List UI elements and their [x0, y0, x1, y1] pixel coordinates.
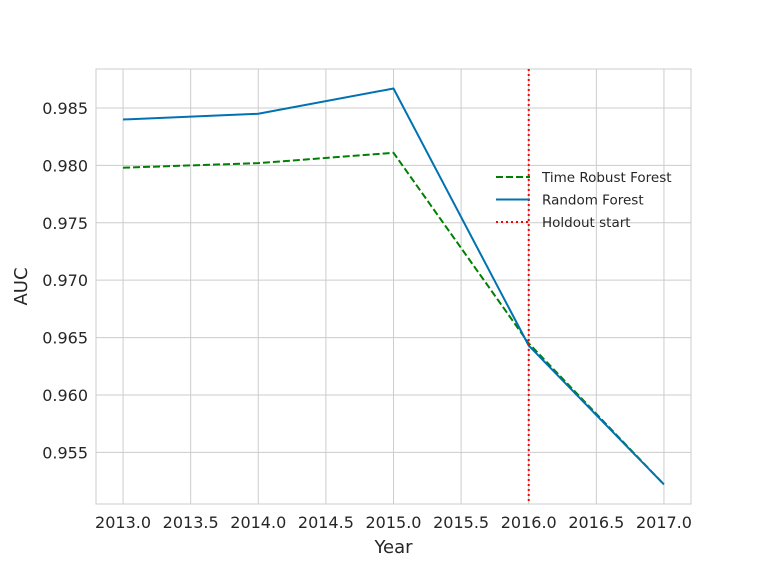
y-tick-label: 0.980 [42, 156, 88, 175]
y-tick-label: 0.960 [42, 386, 88, 405]
x-axis-label: Year [373, 537, 413, 558]
y-tick-label: 0.985 [42, 99, 88, 118]
y-axis-label: AUC [11, 267, 32, 305]
y-tick-label: 0.965 [42, 329, 88, 348]
legend-entry: Random Forest [542, 193, 644, 209]
x-tick-label: 2014.5 [298, 513, 354, 532]
x-tick-label: 2014.0 [230, 513, 286, 532]
x-tick-label: 2015.5 [433, 513, 489, 532]
x-tick-label: 2016.5 [568, 513, 624, 532]
x-tick-labels: 2013.0 2013.5 2014.0 2014.5 2015.0 2015.5 2016… [95, 513, 692, 532]
legend-entry: Holdout start [542, 215, 631, 231]
x-tick-label: 2016.0 [501, 513, 557, 532]
y-tick-label: 0.970 [42, 271, 88, 290]
x-tick-label: 2015.0 [366, 513, 422, 532]
x-tick-label: 2013.5 [163, 513, 219, 532]
x-tick-label: 2013.0 [95, 513, 151, 532]
y-tick-labels: 0.955 0.960 0.965 0.970 0.975 0.980 0.985 [42, 99, 88, 462]
grid [96, 69, 691, 504]
legend-entry: Time Robust Forest [541, 170, 672, 186]
x-tick-label: 2017.0 [636, 513, 692, 532]
y-tick-label: 0.975 [42, 214, 88, 233]
series-line-time-robust-forest [123, 151, 665, 486]
y-tick-label: 0.955 [42, 443, 88, 462]
legend: Time Robust Forest Random Forest Holdout s… [496, 170, 672, 231]
series-line-random-forest [123, 87, 665, 486]
series-lines [123, 69, 665, 504]
